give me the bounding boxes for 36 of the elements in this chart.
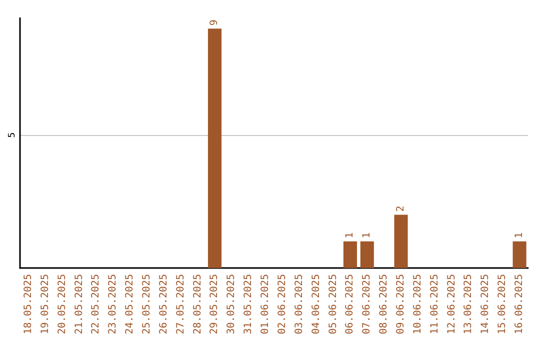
x-tick-label: 10.06.2025: [412, 274, 424, 334]
x-tick-label: 06.06.2025: [344, 274, 356, 334]
x-tick-label: 13.06.2025: [463, 274, 474, 334]
x-tick-label: 14.06.2025: [480, 274, 492, 334]
x-tick-label: 21.05.2025: [74, 274, 85, 334]
x-tick-label: 12.06.2025: [446, 274, 458, 334]
data-label: 1: [344, 232, 356, 238]
x-tick-label: 01.06.2025: [260, 274, 272, 334]
x-tick-label: 22.05.2025: [90, 274, 102, 334]
data-label: 2: [396, 206, 406, 212]
x-tick-label: 24.05.2025: [124, 274, 136, 334]
data-label: 1: [362, 232, 373, 238]
x-tick-label: 09.06.2025: [396, 274, 406, 334]
x-tick-label: 20.05.2025: [56, 274, 68, 334]
x-tick-label: 26.05.2025: [158, 274, 170, 334]
x-tick-label: 11.06.2025: [429, 274, 440, 334]
x-tick-label: 03.06.2025: [294, 274, 305, 334]
data-label: 9: [209, 20, 220, 26]
x-tick-label: 27.05.2025: [175, 274, 186, 334]
x-tick-label: 29.05.2025: [209, 274, 220, 334]
x-tick-label: 31.05.2025: [243, 274, 254, 334]
x-tick-label: 19.05.2025: [40, 274, 51, 334]
x-tick-label: 08.06.2025: [378, 274, 390, 334]
x-tick-label: 07.06.2025: [362, 274, 373, 334]
x-tick-label: 28.05.2025: [192, 274, 204, 334]
x-tick-label: 15.06.2025: [497, 274, 508, 334]
x-tick-label: 16.06.2025: [514, 274, 526, 334]
data-label: 1: [514, 232, 526, 238]
x-tick-label: 02.06.2025: [276, 274, 288, 334]
x-tick-label: 23.05.2025: [108, 274, 119, 334]
y-tick-label: 5: [8, 132, 18, 138]
x-tick-label: 25.05.2025: [142, 274, 152, 334]
x-tick-label: 05.06.2025: [328, 274, 339, 334]
x-tick-label: 18.05.2025: [22, 274, 34, 334]
x-tick-label: 30.05.2025: [226, 274, 238, 334]
x-tick-label: 04.06.2025: [310, 274, 322, 334]
